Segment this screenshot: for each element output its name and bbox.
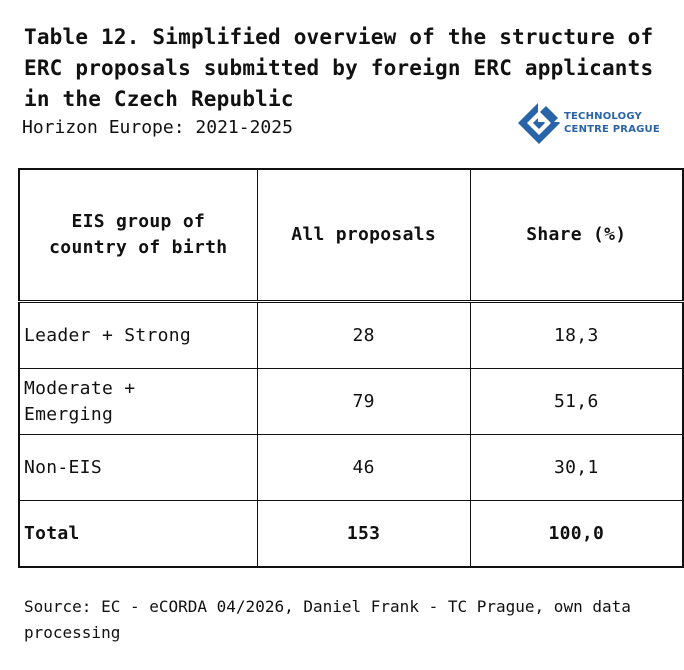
- table-row: Moderate + Emerging 79 51,6: [18, 368, 684, 435]
- row-proposals-value: 28: [256, 301, 471, 369]
- table-header-row: EIS group of country of birth All propos…: [18, 168, 684, 302]
- table-subtitle: Horizon Europe: 2021-2025: [22, 117, 293, 138]
- logo-line-2: CENTRE PRAGUE: [564, 124, 660, 135]
- total-share-value: 100,0: [469, 500, 684, 568]
- source-note: Source: EC - eCORDA 04/2026, Daniel Fran…: [24, 597, 631, 642]
- row-share-value: 18,3: [469, 301, 684, 369]
- tc-prague-logo-icon: [518, 100, 562, 144]
- row-proposals-value: 46: [256, 434, 471, 501]
- row-group-label: Moderate + Emerging: [18, 368, 258, 435]
- total-proposals-value: 153: [256, 500, 471, 568]
- table-row: Leader + Strong 28 18,3: [18, 301, 684, 369]
- data-table: EIS group of country of birth All propos…: [18, 168, 684, 568]
- tc-prague-logo: TECHNOLOGY CENTRE PRAGUE: [516, 100, 666, 146]
- header-share: Share (%): [469, 168, 684, 302]
- table-total-row: Total 153 100,0: [18, 500, 684, 568]
- row-share-value: 51,6: [469, 368, 684, 435]
- row-group-label: Non-EIS: [18, 434, 258, 501]
- header-eis-group: EIS group of country of birth: [18, 168, 258, 302]
- table-row: Non-EIS 46 30,1: [18, 434, 684, 501]
- logo-line-1: TECHNOLOGY: [564, 111, 642, 122]
- row-group-label: Leader + Strong: [18, 301, 258, 369]
- table-title: Table 12. Simplified overview of the str…: [24, 25, 654, 111]
- data-table-container: EIS group of country of birth All propos…: [18, 168, 684, 568]
- row-share-value: 30,1: [469, 434, 684, 501]
- header-all-proposals: All proposals: [256, 168, 471, 302]
- row-proposals-value: 79: [256, 368, 471, 435]
- total-label: Total: [18, 500, 258, 568]
